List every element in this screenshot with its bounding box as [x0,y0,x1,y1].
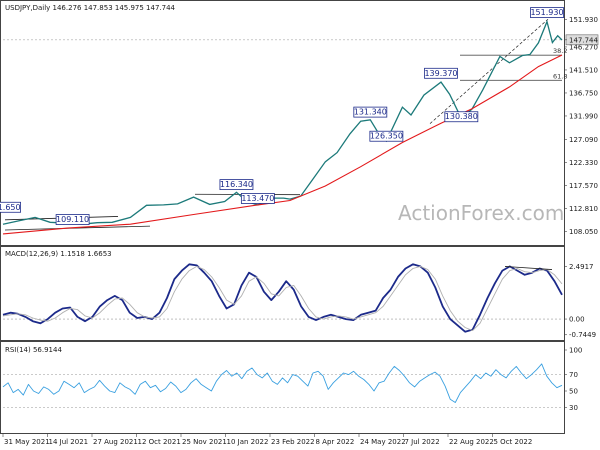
annotation-box-131.340 [353,106,388,118]
date-tick-label: 14 Jul 2021 [49,438,89,446]
rsi-plot-area [2,363,563,408]
rsi-series-line [2,363,563,403]
annotation-label-130.380: 130.380 [445,112,478,121]
annotation-box-116.340 [219,179,254,191]
rsi-tick-label: 100 [569,347,582,355]
channel-trendline [429,18,549,124]
date-tick-label: 8 Apr 2022 [316,438,355,446]
price-tick-label: 131.990 [569,112,598,120]
price-panel [0,0,565,246]
rsi-tick-label: 70 [569,371,578,379]
annotation-box-109.110 [55,214,90,225]
price-tick-label: 122.330 [569,159,598,167]
macd-trendline [504,266,553,270]
annotation-label-113.470: 113.470 [241,194,274,203]
macd-panel-title: MACD(12,26,9) 1.1518 1.6653 [5,250,112,258]
price-tick-label: 127.090 [569,136,598,144]
annotation-box-151.930 [530,7,564,18]
macd-plot-area [2,263,563,333]
annotation-label-116.340: 116.340 [220,180,253,189]
annotation-label-131.340: 131.340 [354,108,387,117]
rsi-tick-label: 30 [569,404,578,412]
date-tick-label: 31 May 2021 [4,438,50,446]
price-series-line [2,19,563,225]
macd-series-line [2,263,563,333]
date-tick-label: 7 Jul 2022 [405,438,440,446]
price-tick-label: 146.270 [569,43,598,51]
price-tick-label: 112.810 [569,205,598,213]
date-tick-label: 24 May 2022 [360,438,406,446]
fib-label-38.2: 38.2 [553,47,567,55]
annotation-box-130.380 [444,111,479,123]
price-tick-label: 117.570 [569,182,598,190]
price-panel-title: USDJPY,Daily 146.276 147.853 145.975 147… [5,4,176,12]
annotation-label-151.930: 151.930 [530,8,563,17]
date-tick-label: 22 Aug 2022 [449,438,494,446]
range-trendline-lower [4,225,151,231]
annotation-label-126.350: 126.350 [370,132,403,141]
price-plot-area: 38.2 61.8 151.930 139.370 131.340 126.350 130.… [0,7,567,235]
fib-label-61.8: 61.8 [553,72,567,80]
price-tick-label: 147.744 [569,36,598,44]
macd-tick-label: 2.4917 [569,263,594,271]
date-tick-label: 27 Aug 2021 [93,438,138,446]
annotation-label-109.110: 109.110 [56,215,89,224]
rsi-tick-label: 50 [569,388,578,396]
price-tick-label: 136.750 [569,89,598,97]
signal-series-line [2,265,563,332]
annotation-box-126.350 [369,130,404,142]
watermark: ActionForex.com [398,201,564,225]
date-tick-label: 12 Oct 2021 [138,438,181,446]
rsi-panel-title: RSI(14) 56.9144 [5,346,62,354]
date-tick-label: 25 Nov 2021 [182,438,227,446]
ema-series-line [2,54,563,235]
date-tick-label: 23 Feb 2022 [271,438,315,446]
annotation-label-111.650: 111.650 [0,203,21,212]
price-tick-label: 108.050 [569,228,598,236]
price-tick-label: 151.930 [569,16,598,24]
rsi-panel [0,341,565,434]
macd-panel [0,246,565,341]
macd-tick-label: 0.00 [569,316,585,324]
annotation-box-139.370 [424,67,458,79]
price-tick-label: 141.510 [569,66,598,74]
date-tick-label: 5 Oct 2022 [494,438,533,446]
annotation-box-113.470 [240,193,275,204]
annotation-label-139.370: 139.370 [424,69,457,78]
date-tick-label: 10 Jan 2022 [227,438,269,446]
macd-tick-label: -0.7449 [569,331,596,339]
annotation-box-111.650 [0,201,21,213]
